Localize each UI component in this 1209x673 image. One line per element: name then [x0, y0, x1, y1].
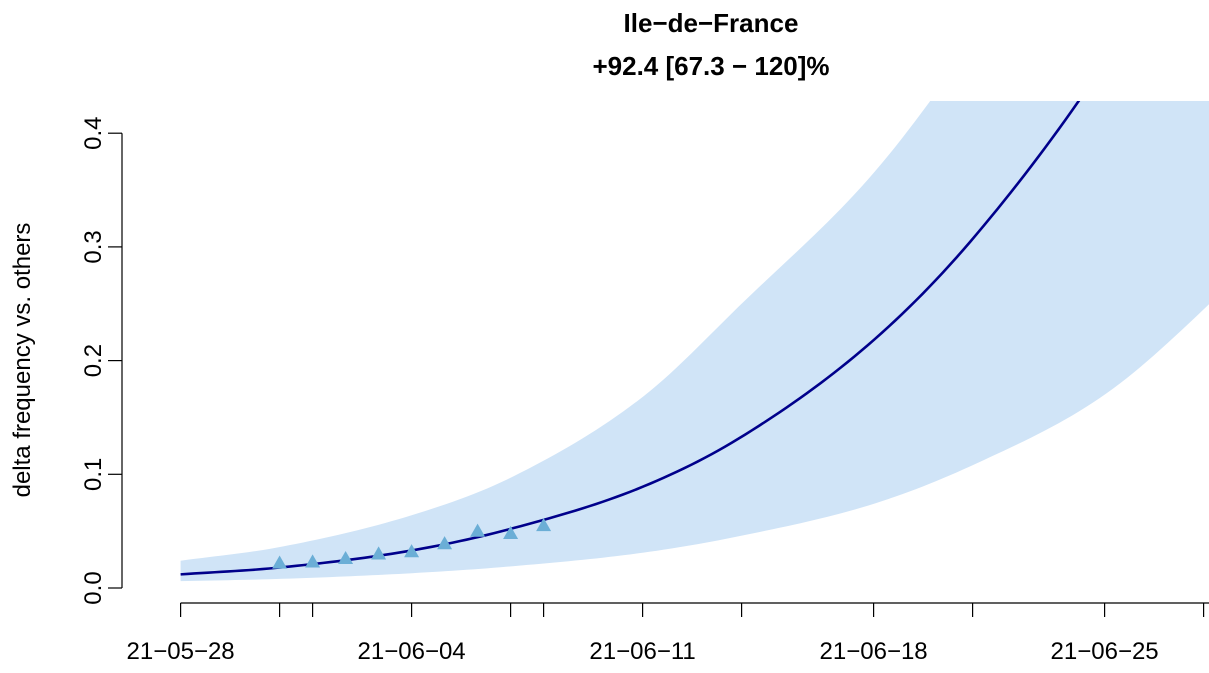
y-tick-label: 0.2 [80, 344, 107, 377]
y-tick-label: 0.3 [80, 230, 107, 263]
data-point [404, 544, 420, 558]
chart-subtitle: +92.4 [67.3 − 120]% [592, 51, 829, 81]
data-point [503, 525, 519, 540]
y-tick-label: 0.0 [80, 571, 107, 604]
data-point [305, 554, 321, 568]
x-tick-label: 21−06−25 [1051, 638, 1159, 665]
y-tick-label: 0.1 [80, 458, 107, 491]
data-point [470, 523, 486, 537]
chart-title: Ile−de−France [624, 8, 799, 38]
data-point [338, 550, 354, 565]
data-point [272, 555, 288, 569]
confidence-band [180, 101, 1209, 582]
x-tick-label: 21−06−04 [358, 638, 466, 665]
fit-line [180, 101, 1081, 576]
x-tick-label: 21−05−28 [127, 638, 235, 665]
data-point [371, 546, 387, 560]
axes: 21−05−28 21−06−04 21−06−11 21−06−18 21−06−25… [80, 117, 1209, 665]
x-tick-label: 21−06−18 [820, 638, 928, 665]
y-axis-title: delta frequency vs. others [9, 223, 36, 498]
data-point [536, 517, 552, 532]
x-tick-label: 21−06−11 [589, 638, 695, 665]
data-point [437, 536, 453, 550]
plot-area [180, 101, 1209, 582]
y-tick-label: 0.4 [80, 117, 107, 150]
